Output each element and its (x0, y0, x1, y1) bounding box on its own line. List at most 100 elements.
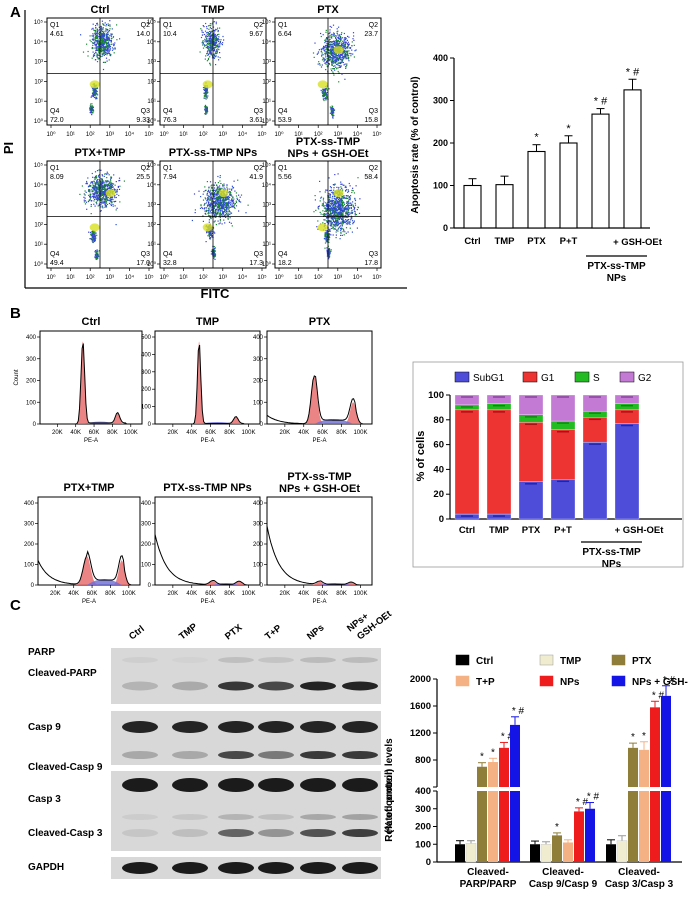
flow-dot (104, 173, 106, 175)
flow-dot (216, 35, 218, 37)
flow-dot (100, 49, 103, 51)
flow-dot (216, 213, 218, 215)
flow-dot (96, 182, 98, 184)
flow-dot (345, 38, 347, 40)
flow-dot (228, 211, 230, 213)
flow-dot (101, 174, 103, 176)
flow-dot (94, 89, 96, 91)
flow-dot (352, 32, 355, 34)
flow-dot (209, 35, 211, 38)
flow-dot (98, 43, 100, 45)
flow-dot (340, 186, 342, 188)
flow-dot (343, 220, 345, 222)
flow-dot (103, 191, 105, 193)
flow-dot (331, 64, 333, 67)
flow-dot (107, 183, 109, 185)
flow-dot (320, 66, 323, 68)
flow-dot (89, 232, 92, 234)
flow-dot (336, 31, 338, 33)
flow-dot (206, 204, 209, 206)
flow-dot (95, 198, 97, 200)
flow-dot (332, 109, 334, 111)
flow-dot (210, 32, 212, 34)
flow-dot (330, 26, 333, 28)
flow-dot (105, 47, 107, 49)
flow-dot (332, 68, 335, 70)
flow-dot (106, 52, 108, 54)
flow-dot (342, 214, 344, 216)
flow-dot (324, 46, 326, 48)
flow-dot (334, 227, 336, 230)
flow-dot (331, 64, 333, 66)
flow-dot (94, 257, 97, 259)
flow-dot (203, 89, 206, 91)
flow-dot (334, 209, 336, 211)
flow-dot (204, 186, 206, 188)
flow-dot (339, 204, 341, 206)
flow-dot (348, 196, 350, 199)
flow-dot (349, 227, 351, 229)
flow-dot (105, 45, 107, 47)
flow-dot (210, 48, 212, 50)
flow-dot (328, 58, 330, 61)
flow-dot (219, 214, 221, 216)
flow-dot (217, 198, 219, 200)
flow-dot (100, 39, 102, 41)
flow-dot (110, 35, 112, 37)
flow-dot (325, 94, 327, 96)
flow-dot (208, 46, 210, 48)
flow-dot (347, 35, 349, 37)
flow-dot (334, 195, 336, 197)
flow-dot (90, 111, 92, 113)
flow-dot (220, 206, 222, 208)
flow-dot (329, 195, 331, 197)
flow-dot (93, 200, 95, 202)
flow-dot (210, 51, 212, 53)
flow-dot (333, 74, 335, 76)
flow-dot (325, 97, 327, 99)
flow-dot (347, 222, 349, 224)
flow-dot (96, 53, 98, 55)
flow-dot (219, 176, 221, 179)
flow-dot (205, 94, 207, 96)
flow-dot (94, 42, 96, 44)
flow-dot (108, 44, 110, 46)
flow-dot (320, 89, 322, 91)
flow-dot (208, 49, 210, 51)
flow-dot (341, 215, 343, 217)
flow-dot (215, 213, 217, 215)
flow-dot (332, 71, 334, 73)
flow-dot (105, 197, 107, 199)
flow-dot (102, 32, 104, 34)
flow-dot (96, 23, 98, 25)
flow-dot (209, 237, 211, 239)
flow-dot (334, 228, 336, 230)
flow-dot (208, 30, 211, 33)
flow-dot (343, 56, 345, 58)
flow-density-core (218, 189, 229, 198)
flow-dot (215, 190, 217, 192)
flow-dot (337, 37, 339, 40)
flow-dot (219, 196, 221, 198)
flow-dot (340, 42, 342, 44)
flow-dot (104, 61, 107, 63)
flow-dot (329, 200, 331, 202)
flow-dot (109, 197, 111, 199)
flow-dot (220, 182, 222, 185)
flow-dot (212, 26, 215, 28)
flow-dot (118, 188, 121, 190)
flow-dot (341, 209, 343, 211)
flow-dot (328, 208, 330, 210)
flow-dot (96, 28, 98, 30)
flow-dot (352, 223, 354, 225)
flow-dot (205, 189, 207, 191)
flow-dot (346, 219, 348, 221)
flow-dot (342, 37, 344, 39)
flow-dot (227, 198, 229, 200)
flow-dot (206, 200, 209, 202)
flow-dot (341, 59, 344, 61)
flow-dot (219, 185, 221, 187)
flow-dot (353, 207, 356, 209)
flow-dot (91, 240, 93, 242)
flow-dot (344, 49, 346, 51)
